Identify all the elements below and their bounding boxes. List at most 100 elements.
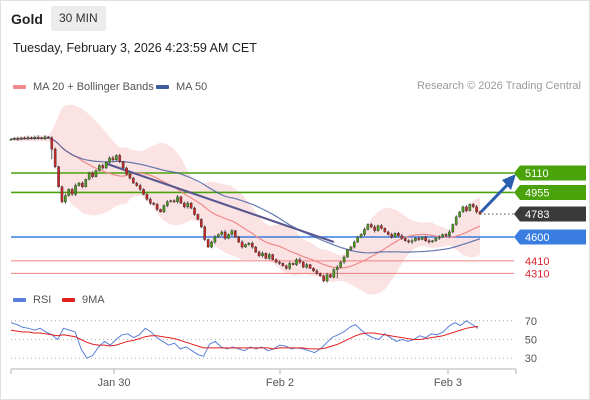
candle-body [284,265,288,269]
candle-body [329,274,332,278]
candle-body [233,230,237,238]
candle-body [264,253,268,259]
candle-body [98,165,101,171]
candle-body [369,224,373,228]
candle-body [458,211,461,218]
candle-body [60,186,64,203]
last-price-badge-label: 4783 [525,209,549,221]
candle-body [138,185,142,190]
x-axis: Jan 30 Feb 2 Feb 3 [10,368,517,389]
candle-body [393,233,397,238]
candle-body [427,240,431,243]
candle-body [390,234,393,238]
resistance-badge [514,184,586,200]
candle-body [373,226,376,231]
pivot-badge [514,229,586,245]
candle-body [386,231,390,235]
projection-arrow-shaft [479,180,512,214]
candle-body [305,264,308,268]
candle-body [179,196,183,204]
projection-arrow-head [502,174,516,190]
timeframe-badge[interactable]: 30 MIN [51,6,106,31]
candle-body [240,241,244,248]
candle-body [118,155,122,162]
rsi-panel: 70 50 30 [10,316,537,365]
candle-body [152,202,156,205]
candle-body [434,238,438,241]
candle-body [261,253,264,257]
rsi-label: RSI [33,294,52,306]
candle-body [36,137,40,139]
candle-body [383,228,387,233]
candle-body [172,200,176,203]
candle-body [70,189,74,195]
candle-body [87,172,91,180]
candle-body [352,241,356,248]
legend-ma50: MA 50 [156,80,207,94]
candle-body [43,136,47,139]
candle-body [420,236,424,240]
candle-body [210,241,213,248]
candle-body [281,263,285,267]
legend-rsi: RSI [13,293,51,307]
candle-body [121,161,125,169]
candle-body [400,235,404,239]
candle-body [325,274,329,282]
candle-body [250,243,254,248]
candle-body [81,182,84,188]
candle-body [254,246,258,253]
candle-body [227,234,230,239]
candle-body [47,136,50,139]
candle-body [403,238,407,241]
candle-body [267,254,271,259]
candle-body [274,259,278,263]
ma50-label: MA 50 [176,81,208,93]
candle-body [349,246,353,250]
candle-body [57,166,60,188]
downtrend-line [105,162,335,244]
candle-body [363,229,366,235]
ma50-line [10,137,481,254]
candle-body [74,185,77,195]
x-tick-label: Jan 30 [97,377,130,389]
candle-body [230,230,234,235]
candle-body [271,254,274,260]
candle-body [213,236,217,243]
support-label-4410: 4410 [525,256,549,268]
candle-body [301,261,305,268]
candle-body [475,206,478,213]
candle-body [417,238,421,240]
candle-body [414,238,417,241]
candle-body [19,137,23,140]
candle-body [189,202,193,209]
candle-body [295,259,298,265]
candle-body [193,207,196,215]
candle-body [183,202,186,208]
candle-body [135,182,139,186]
candle-body [30,137,33,139]
candle-body [318,273,322,277]
candle-body [451,224,455,233]
candle-body [339,261,342,268]
candle-body [111,157,115,161]
level-lines [11,172,514,274]
candle-body [77,182,81,186]
candle-body [155,204,159,210]
candle-body [142,189,145,195]
candle-body [322,275,325,282]
rsi-swatch [13,298,26,303]
candle-body [220,231,224,235]
candle-body [257,251,261,257]
symbol-title: Gold [11,11,43,27]
candle-body [203,226,207,240]
candle-body [356,236,359,243]
rsi-ma-line [10,325,479,350]
candle-body [359,234,363,238]
last-price-badge [514,206,586,222]
rsi-line [10,320,479,359]
candle-body [247,243,251,245]
candle-body [125,167,128,175]
candle-body [478,211,482,215]
candle-body [298,259,302,263]
